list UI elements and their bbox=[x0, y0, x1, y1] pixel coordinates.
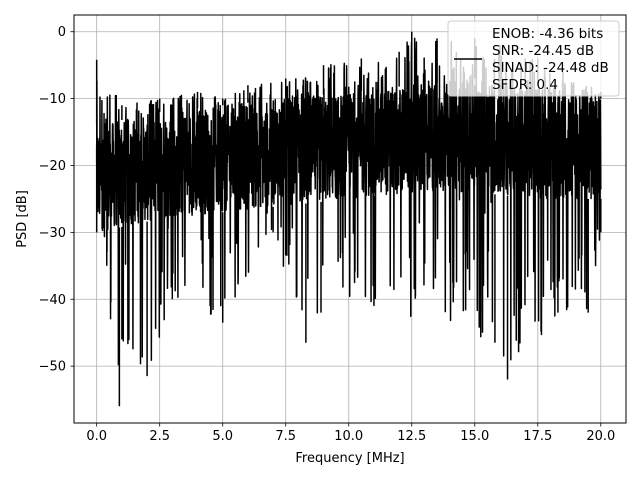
y-tick-label: −20 bbox=[39, 159, 66, 174]
legend-entry-sinad: SINAD: -24.48 dB bbox=[492, 60, 609, 76]
y-tick-label: −10 bbox=[39, 92, 66, 107]
x-tick-label: 12.5 bbox=[397, 429, 426, 444]
x-tick-label: 17.5 bbox=[523, 429, 552, 444]
y-axis-label: PSD [dB] bbox=[15, 190, 30, 248]
legend: ENOB: -4.36 bits SNR: -24.45 dB SINAD: -… bbox=[447, 20, 620, 97]
y-tick-label: −50 bbox=[39, 360, 66, 375]
x-tick-label: 7.5 bbox=[275, 429, 296, 444]
x-tick-label: 10.0 bbox=[334, 429, 363, 444]
y-axis-ticks: 0 −10 −20 −30 −40 −50 bbox=[39, 25, 74, 375]
y-tick-label: −40 bbox=[39, 293, 66, 308]
x-tick-label: 0.0 bbox=[86, 429, 107, 444]
x-axis-ticks: 0.0 2.5 5.0 7.5 10.0 12.5 15.0 17.5 20.0 bbox=[86, 423, 615, 444]
x-tick-label: 2.5 bbox=[149, 429, 170, 444]
psd-trace bbox=[95, 37, 602, 366]
series-psd bbox=[95, 31, 602, 407]
x-tick-label: 15.0 bbox=[460, 429, 489, 444]
x-tick-label: 20.0 bbox=[586, 429, 615, 444]
legend-box bbox=[447, 20, 620, 97]
legend-entry-enob: ENOB: -4.36 bits bbox=[492, 26, 603, 42]
x-axis-label: Frequency [MHz] bbox=[295, 451, 404, 466]
legend-entry-sfdr: SFDR: 0.4 bbox=[492, 77, 558, 93]
plot-frame bbox=[73, 14, 627, 424]
legend-entry-snr: SNR: -24.45 dB bbox=[492, 43, 594, 59]
x-tick-label: 5.0 bbox=[212, 429, 233, 444]
y-tick-label: 0 bbox=[58, 25, 66, 40]
y-tick-label: −30 bbox=[39, 226, 66, 241]
